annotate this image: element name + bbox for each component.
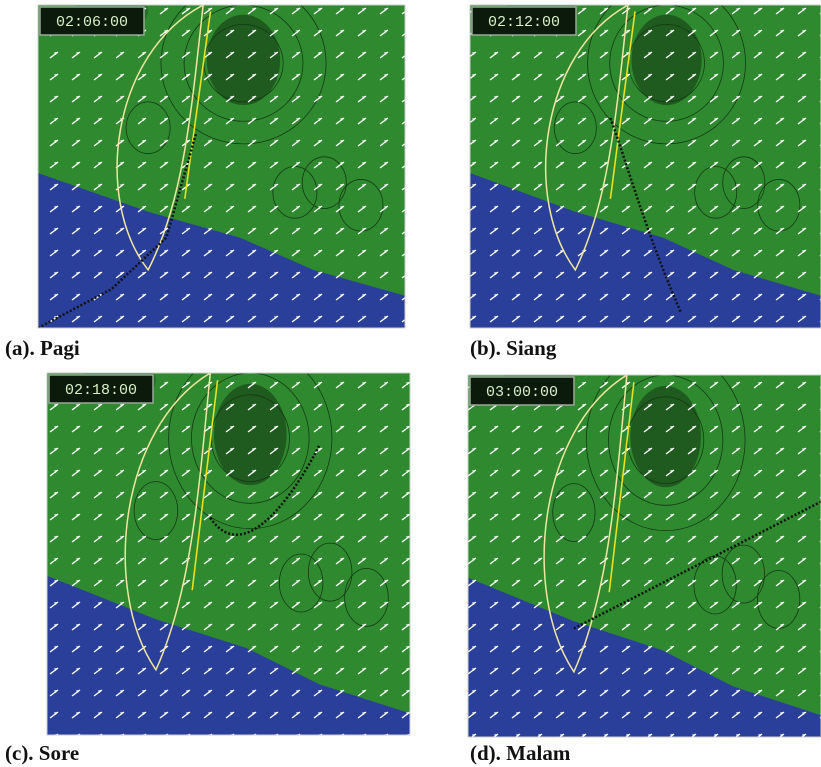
map-panel — [38, 0, 405, 334]
caption: (a). Pagi — [5, 336, 80, 360]
caption: (b). Siang — [470, 336, 557, 360]
map-panel — [47, 348, 410, 743]
timestamp: 02:12:00 — [488, 14, 560, 31]
timestamp: 03:00:00 — [486, 384, 558, 401]
caption: (d). Malam — [470, 741, 571, 765]
page: {"panels": [ {"timestamp": "02:06:00", "… — [0, 0, 821, 767]
map-panel — [468, 350, 821, 745]
wind-vectors — [47, 373, 410, 735]
timestamp: 02:06:00 — [56, 14, 128, 31]
wind-vectors — [470, 5, 821, 328]
figure: 02:06:00 (a). Pagi 02:12:00 (b). Siang 02:18… — [0, 0, 821, 767]
wind-vectors — [38, 5, 405, 328]
map-panel — [470, 0, 821, 334]
caption: (c). Sore — [5, 741, 79, 765]
wind-vectors — [468, 375, 821, 737]
timestamp: 02:18:00 — [65, 382, 137, 399]
